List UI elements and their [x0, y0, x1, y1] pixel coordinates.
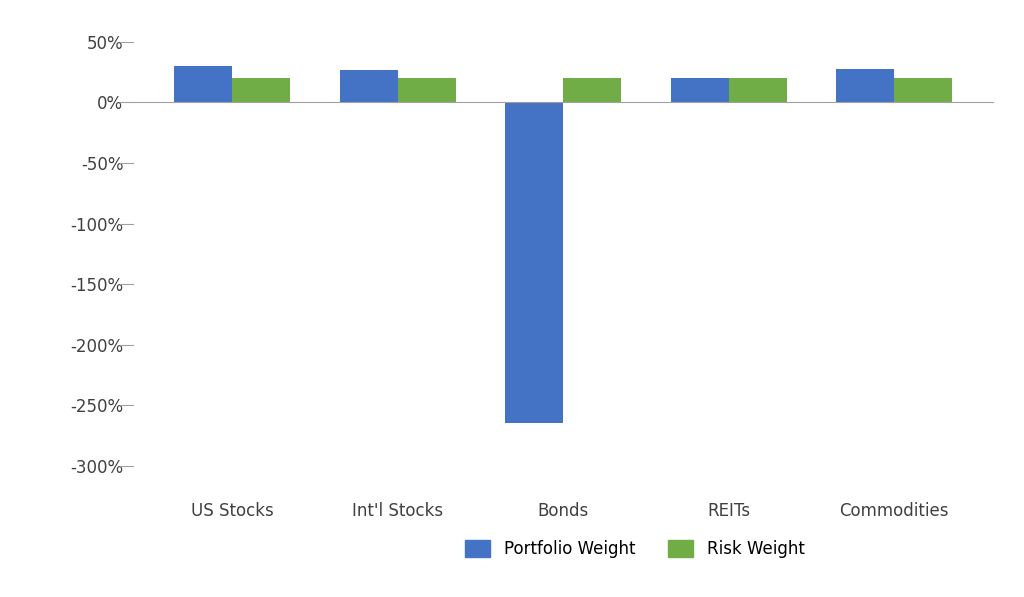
Bar [563, 78, 622, 103]
Text: Commodities: Commodities [840, 502, 949, 520]
Bar [505, 103, 563, 423]
Text: Int'l Stocks: Int'l Stocks [352, 502, 443, 520]
Bar [174, 66, 232, 103]
Text: US Stocks: US Stocks [191, 502, 273, 520]
Bar [837, 69, 894, 103]
Bar [232, 78, 290, 103]
Text: Bonds: Bonds [538, 502, 589, 520]
Bar [729, 78, 786, 103]
Bar [894, 78, 952, 103]
Legend: Portfolio Weight, Risk Weight: Portfolio Weight, Risk Weight [459, 533, 811, 565]
Bar [397, 78, 456, 103]
Text: REITs: REITs [707, 502, 751, 520]
Bar [340, 70, 397, 103]
Bar [671, 78, 729, 103]
